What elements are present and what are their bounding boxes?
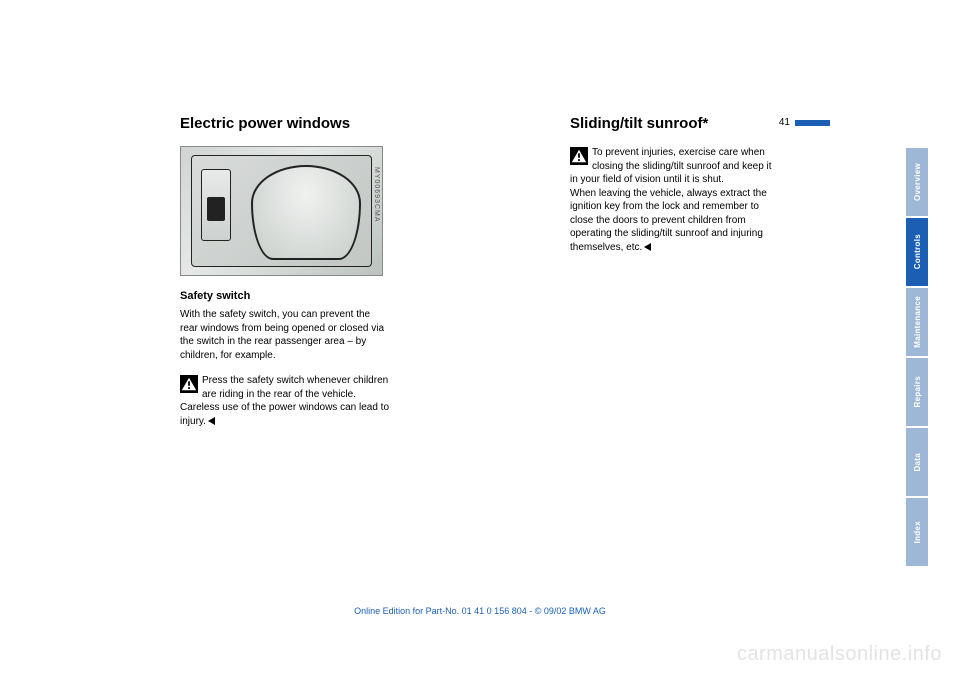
tab-label: Overview <box>913 163 922 201</box>
warning-block-left: Press the safety switch whenever childre… <box>180 374 390 428</box>
page-number-bar <box>795 120 830 126</box>
left-column: Electric power windows MY00693CMA Safety… <box>180 115 390 428</box>
figure-reference: MY00693CMA <box>373 167 380 223</box>
tab-label: Index <box>913 521 922 543</box>
tab-label: Data <box>913 453 922 472</box>
page-content: 41 Electric power windows MY00693CMA Saf… <box>180 115 820 615</box>
warning-icon <box>570 147 588 165</box>
warning-icon <box>180 375 198 393</box>
tab-maintenance[interactable]: Maintenance <box>906 288 928 356</box>
page-number: 41 <box>779 117 790 128</box>
body-text-left: With the safety switch, you can prevent … <box>180 308 390 362</box>
tab-label: Maintenance <box>913 296 922 348</box>
tab-data[interactable]: Data <box>906 428 928 496</box>
tab-label: Repairs <box>913 376 922 407</box>
side-tabs: Overview Controls Maintenance Repairs Da… <box>906 148 928 568</box>
watermark: carmanualsonline.info <box>737 643 942 666</box>
tab-label: Controls <box>913 234 922 269</box>
warning-text-right: To prevent injuries, exercise care when … <box>570 147 772 253</box>
tab-repairs[interactable]: Repairs <box>906 358 928 426</box>
figure-safety-switch: MY00693CMA <box>180 146 383 276</box>
tab-index[interactable]: Index <box>906 498 928 566</box>
section-title-right: Sliding/tilt sunroof* <box>570 115 780 132</box>
subheading-safety-switch: Safety switch <box>180 290 390 302</box>
right-column: Sliding/tilt sunroof* To prevent injurie… <box>570 115 780 254</box>
tab-overview[interactable]: Overview <box>906 148 928 216</box>
section-title-left: Electric power windows <box>180 115 390 132</box>
warning-block-right: To prevent injuries, exercise care when … <box>570 146 780 254</box>
end-marker-icon <box>208 417 215 425</box>
tab-controls[interactable]: Controls <box>906 218 928 286</box>
footer-text: Online Edition for Part-No. 01 41 0 156 … <box>0 606 960 616</box>
end-marker-icon <box>644 243 651 251</box>
